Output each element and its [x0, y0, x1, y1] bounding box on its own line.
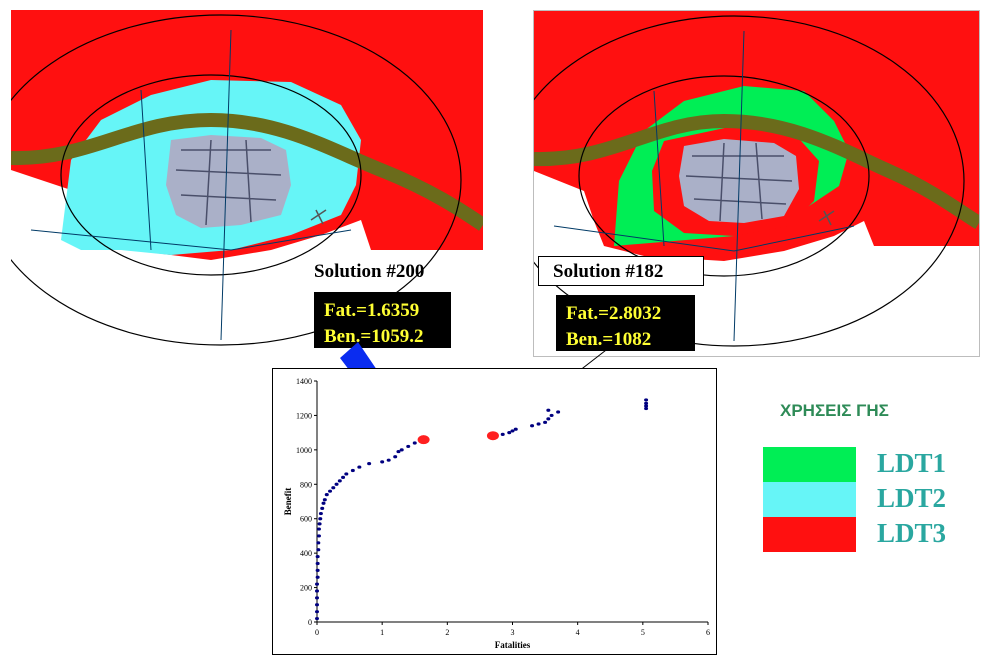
solution-182-benefit: Ben.=1082 [566, 329, 652, 350]
solution-182-label: Solution #182 [538, 256, 704, 286]
data-point [316, 527, 321, 531]
legend-label-ldt1: LDT1 [877, 448, 947, 478]
legend-swatch-ldt1 [763, 447, 856, 482]
data-point [315, 568, 320, 572]
data-point [322, 498, 327, 502]
data-point [644, 401, 649, 405]
solution-182-metrics: Fat.=2.8032 Ben.=1082 [556, 295, 695, 351]
map-solution-200 [11, 10, 483, 360]
data-point [315, 589, 319, 593]
data-point [393, 455, 398, 459]
y-tick-label: 600 [300, 515, 312, 524]
data-point [315, 554, 320, 559]
data-point [315, 603, 319, 607]
data-point [507, 431, 512, 435]
data-point [386, 458, 391, 462]
data-point [315, 582, 319, 586]
data-point [315, 561, 320, 566]
legend-swatch-ldt3 [763, 517, 856, 552]
legend-label-ldt3: LDT3 [877, 518, 947, 548]
y-tick-label: 800 [300, 480, 312, 489]
data-point [337, 479, 342, 483]
map-solution-182 [533, 10, 980, 357]
data-point [334, 482, 339, 486]
data-point [556, 410, 561, 414]
data-point [316, 534, 321, 538]
x-tick-label: 4 [576, 628, 580, 637]
data-point [644, 404, 649, 408]
data-point [357, 465, 362, 469]
data-point [549, 413, 554, 418]
x-tick-label: 0 [315, 628, 319, 637]
data-point [399, 448, 404, 452]
data-point [396, 449, 401, 454]
y-tick-label: 400 [300, 549, 312, 558]
x-tick-label: 3 [511, 628, 515, 637]
data-point [321, 501, 326, 505]
data-point [317, 522, 322, 526]
data-point [315, 610, 319, 614]
data-point [546, 417, 551, 421]
data-point [644, 398, 649, 402]
x-axis-label: Fatalities [495, 640, 531, 650]
data-point [513, 427, 518, 431]
y-tick-label: 200 [300, 584, 312, 593]
data-point [367, 462, 372, 466]
data-point [543, 420, 548, 424]
legend-swatch-ldt2 [763, 482, 856, 517]
data-point [315, 616, 319, 621]
x-tick-label: 1 [380, 628, 384, 637]
data-point [316, 541, 321, 545]
highlight-point [417, 435, 430, 445]
data-point [328, 489, 333, 493]
data-point [320, 506, 325, 510]
legend-title: ΧΡΗΣΕΙΣ ΓΗΣ [780, 401, 889, 420]
data-point [536, 422, 541, 426]
data-point [644, 406, 649, 411]
data-point [412, 441, 417, 445]
data-point [380, 460, 385, 464]
data-point [318, 517, 323, 521]
data-point [510, 429, 515, 433]
solution-200-metrics: Fat.=1.6359 Ben.=1059.2 [314, 292, 451, 348]
data-point [316, 548, 321, 552]
y-tick-label: 1000 [296, 446, 312, 455]
chart-svg: 0 1 2 3 4 5 6 0 200 400 600 800 1000 1200 1400 Fataliti… [283, 377, 710, 650]
data-point [318, 511, 323, 516]
data-point [406, 444, 411, 449]
data-point [344, 472, 349, 476]
data-point [324, 493, 329, 497]
data-point [350, 468, 355, 473]
y-axis-label: Benefit [283, 488, 293, 516]
legend-label-ldt2: LDT2 [877, 483, 947, 513]
x-tick-label: 6 [706, 628, 710, 637]
solution-200-label: Solution #200 [314, 261, 425, 282]
x-tick-label: 5 [641, 628, 645, 637]
solution-200-benefit: Ben.=1059.2 [324, 326, 424, 347]
data-point [341, 475, 346, 479]
solution-200-fatalities: Fat.=1.6359 [324, 300, 420, 321]
data-point [315, 575, 320, 579]
data-point [315, 596, 319, 600]
highlight-point [486, 431, 499, 441]
solution-182-fatalities: Fat.=2.8032 [566, 303, 662, 324]
pareto-chart: 0 1 2 3 4 5 6 0 200 400 600 800 1000 1200 1400 Fataliti… [272, 368, 717, 655]
data-point [530, 424, 535, 428]
x-tick-label: 2 [445, 628, 449, 637]
y-tick-label: 1200 [296, 411, 312, 420]
y-tick-label: 1400 [296, 377, 312, 386]
data-point [546, 408, 551, 412]
data-point [331, 486, 336, 490]
data-point [500, 432, 505, 436]
y-tick-label: 0 [308, 618, 312, 627]
